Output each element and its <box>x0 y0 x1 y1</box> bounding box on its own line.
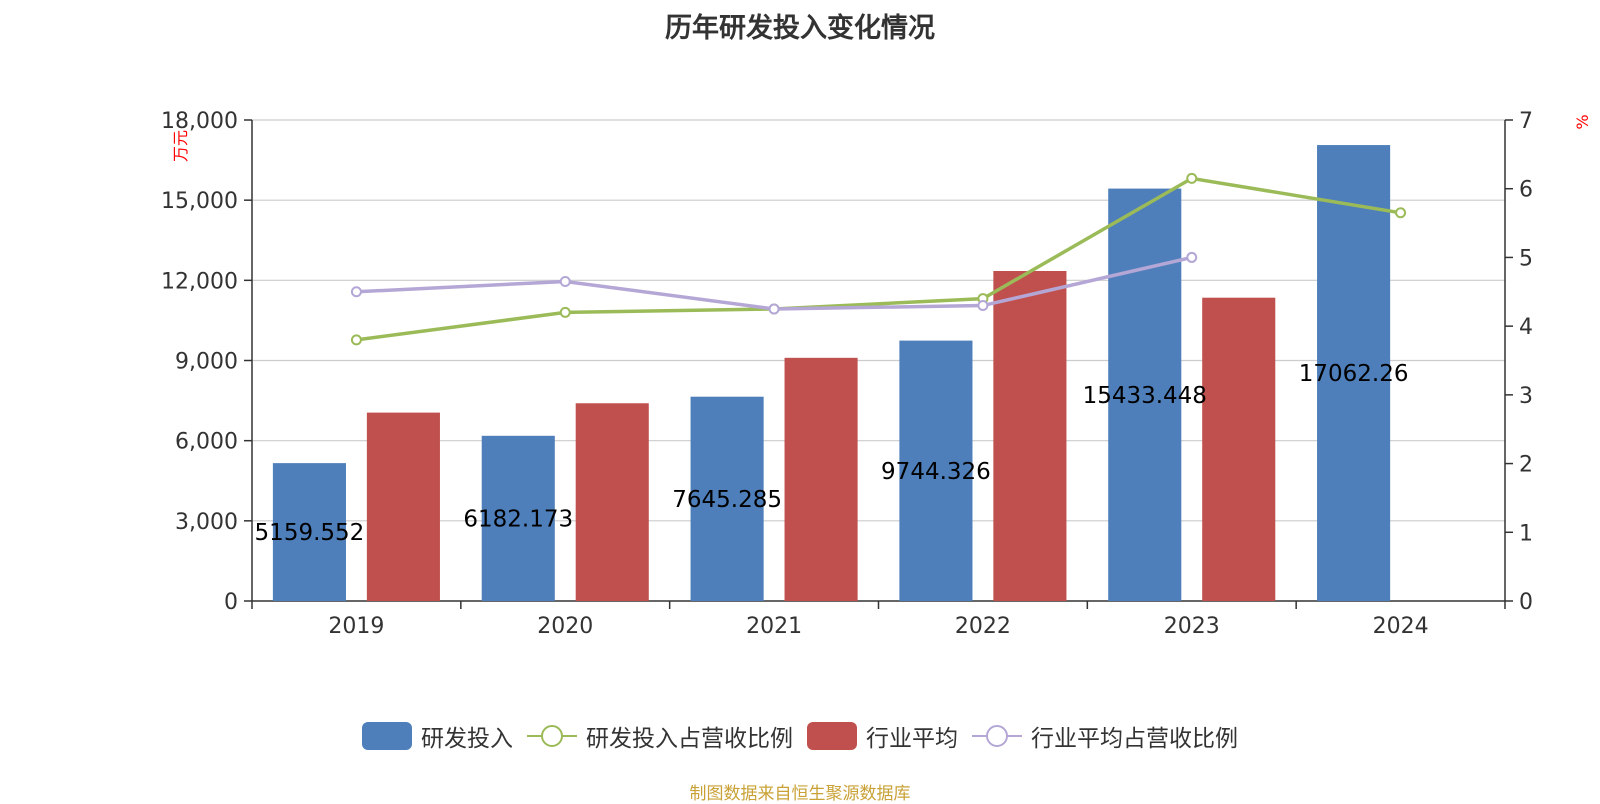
left-axis-tick-label: 18,000 <box>161 109 238 134</box>
right-axis-tick-label: 7 <box>1519 109 1533 134</box>
legend-item-industry-average[interactable]: 行业平均 <box>807 719 958 753</box>
bar-data-label: 5159.552 <box>255 520 365 546</box>
bar <box>899 340 973 601</box>
left-axis-tick-label: 15,000 <box>161 189 238 214</box>
x-axis-tick-label: 2019 <box>328 614 384 639</box>
bar <box>993 270 1067 601</box>
bar <box>1202 297 1276 601</box>
x-axis-tick-label: 2021 <box>746 614 802 639</box>
bar <box>366 412 440 601</box>
left-axis-tick-label: 6,000 <box>175 430 238 455</box>
bar-data-label: 15433.448 <box>1083 383 1207 409</box>
right-axis-tick-label: 2 <box>1519 453 1533 478</box>
left-axis-tick-label: 9,000 <box>175 350 238 375</box>
right-axis-tick-label: 0 <box>1519 590 1533 615</box>
series-point <box>350 286 362 298</box>
bar-series-0 <box>272 145 1391 601</box>
right-axis-tick-label: 4 <box>1519 315 1533 340</box>
series-line-0 <box>356 176 1401 342</box>
x-axis-tick-label: 2022 <box>955 614 1011 639</box>
right-axis-tick-label: 6 <box>1519 178 1533 203</box>
series-point <box>1186 172 1198 184</box>
bar <box>690 396 764 601</box>
legend-swatch-industry-ratio <box>972 725 1022 747</box>
bar-series-1 <box>366 270 1276 601</box>
legend-item-rd-investment[interactable]: 研发投入 <box>362 719 513 753</box>
left-axis-tick-label: 0 <box>224 590 238 615</box>
legend-swatch-rd-ratio <box>527 725 577 747</box>
legend-swatch-industry-average <box>807 722 857 750</box>
chart-legend: 研发投入 研发投入占营收比例 行业平均 行业平均占营收比例 <box>0 718 1600 754</box>
left-axis-unit: 万元 <box>171 130 190 162</box>
right-axis-tick-label: 3 <box>1519 384 1533 409</box>
right-axis-tick-label: 1 <box>1519 521 1533 546</box>
series-point <box>977 300 989 312</box>
legend-item-industry-ratio[interactable]: 行业平均占营收比例 <box>972 719 1238 753</box>
series-point <box>350 334 362 346</box>
left-axis-tick-label: 3,000 <box>175 510 238 535</box>
bar-data-label: 7645.285 <box>672 487 782 513</box>
legend-label-industry-ratio: 行业平均占营收比例 <box>1031 726 1238 752</box>
bar <box>481 435 555 601</box>
series-line-1 <box>356 255 1193 311</box>
bar <box>1108 188 1182 601</box>
bar <box>1317 145 1391 601</box>
bar-data-label: 17062.26 <box>1299 361 1409 387</box>
x-axis-tick-label: 2024 <box>1373 614 1429 639</box>
series-point <box>559 275 571 287</box>
x-axis-tick-label: 2020 <box>537 614 593 639</box>
bar-data-label: 9744.326 <box>881 459 991 485</box>
legend-swatch-rd-investment <box>362 722 412 750</box>
legend-item-rd-ratio[interactable]: 研发投入占营收比例 <box>527 719 793 753</box>
legend-label-rd-investment: 研发投入 <box>421 726 513 752</box>
legend-label-rd-ratio: 研发投入占营收比例 <box>586 726 793 752</box>
series-point <box>768 303 780 315</box>
chart-title: 历年研发投入变化情况 <box>665 13 935 44</box>
x-axis-tick-label: 2023 <box>1164 614 1220 639</box>
series-point <box>559 306 571 318</box>
series-point <box>1395 207 1407 219</box>
bar-data-label: 6182.173 <box>463 506 573 532</box>
legend-label-industry-average: 行业平均 <box>866 726 958 752</box>
bar <box>272 463 346 601</box>
series-point <box>1186 251 1198 263</box>
bar <box>575 403 649 601</box>
bar <box>784 357 858 601</box>
source-note: 制图数据来自恒生聚源数据库 <box>689 784 911 804</box>
right-axis-unit: % <box>1573 114 1592 129</box>
right-axis-tick-label: 5 <box>1519 246 1533 271</box>
left-axis-tick-label: 12,000 <box>161 269 238 294</box>
